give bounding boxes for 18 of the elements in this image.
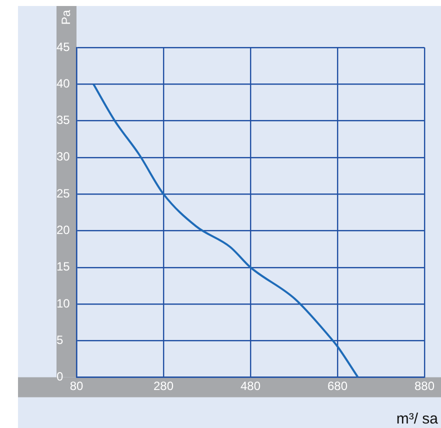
y-axis-title: Pa [58,10,73,25]
y-tick-label: 40 [56,76,70,90]
y-tick-label: 25 [56,186,70,200]
x-tick-label: 880 [414,378,435,393]
x-tick-label: 680 [327,378,348,393]
y-tick-label: 0 [56,370,64,384]
x-tick-label: 80 [70,378,84,393]
y-tick-label: 5 [56,332,64,347]
y-tick-label: 15 [56,260,70,274]
x-axis-title: m³/ sa [396,410,439,428]
y-tick-label: 20 [56,223,70,238]
y-tick-label: 45 [56,40,70,54]
y-tick-label: 10 [56,296,70,310]
y-tick-label: 35 [56,113,70,128]
x-tick-label: 280 [153,378,174,393]
line-series [92,83,359,378]
y-tick-label: 30 [56,150,70,164]
x-tick-label: 480 [240,378,261,393]
